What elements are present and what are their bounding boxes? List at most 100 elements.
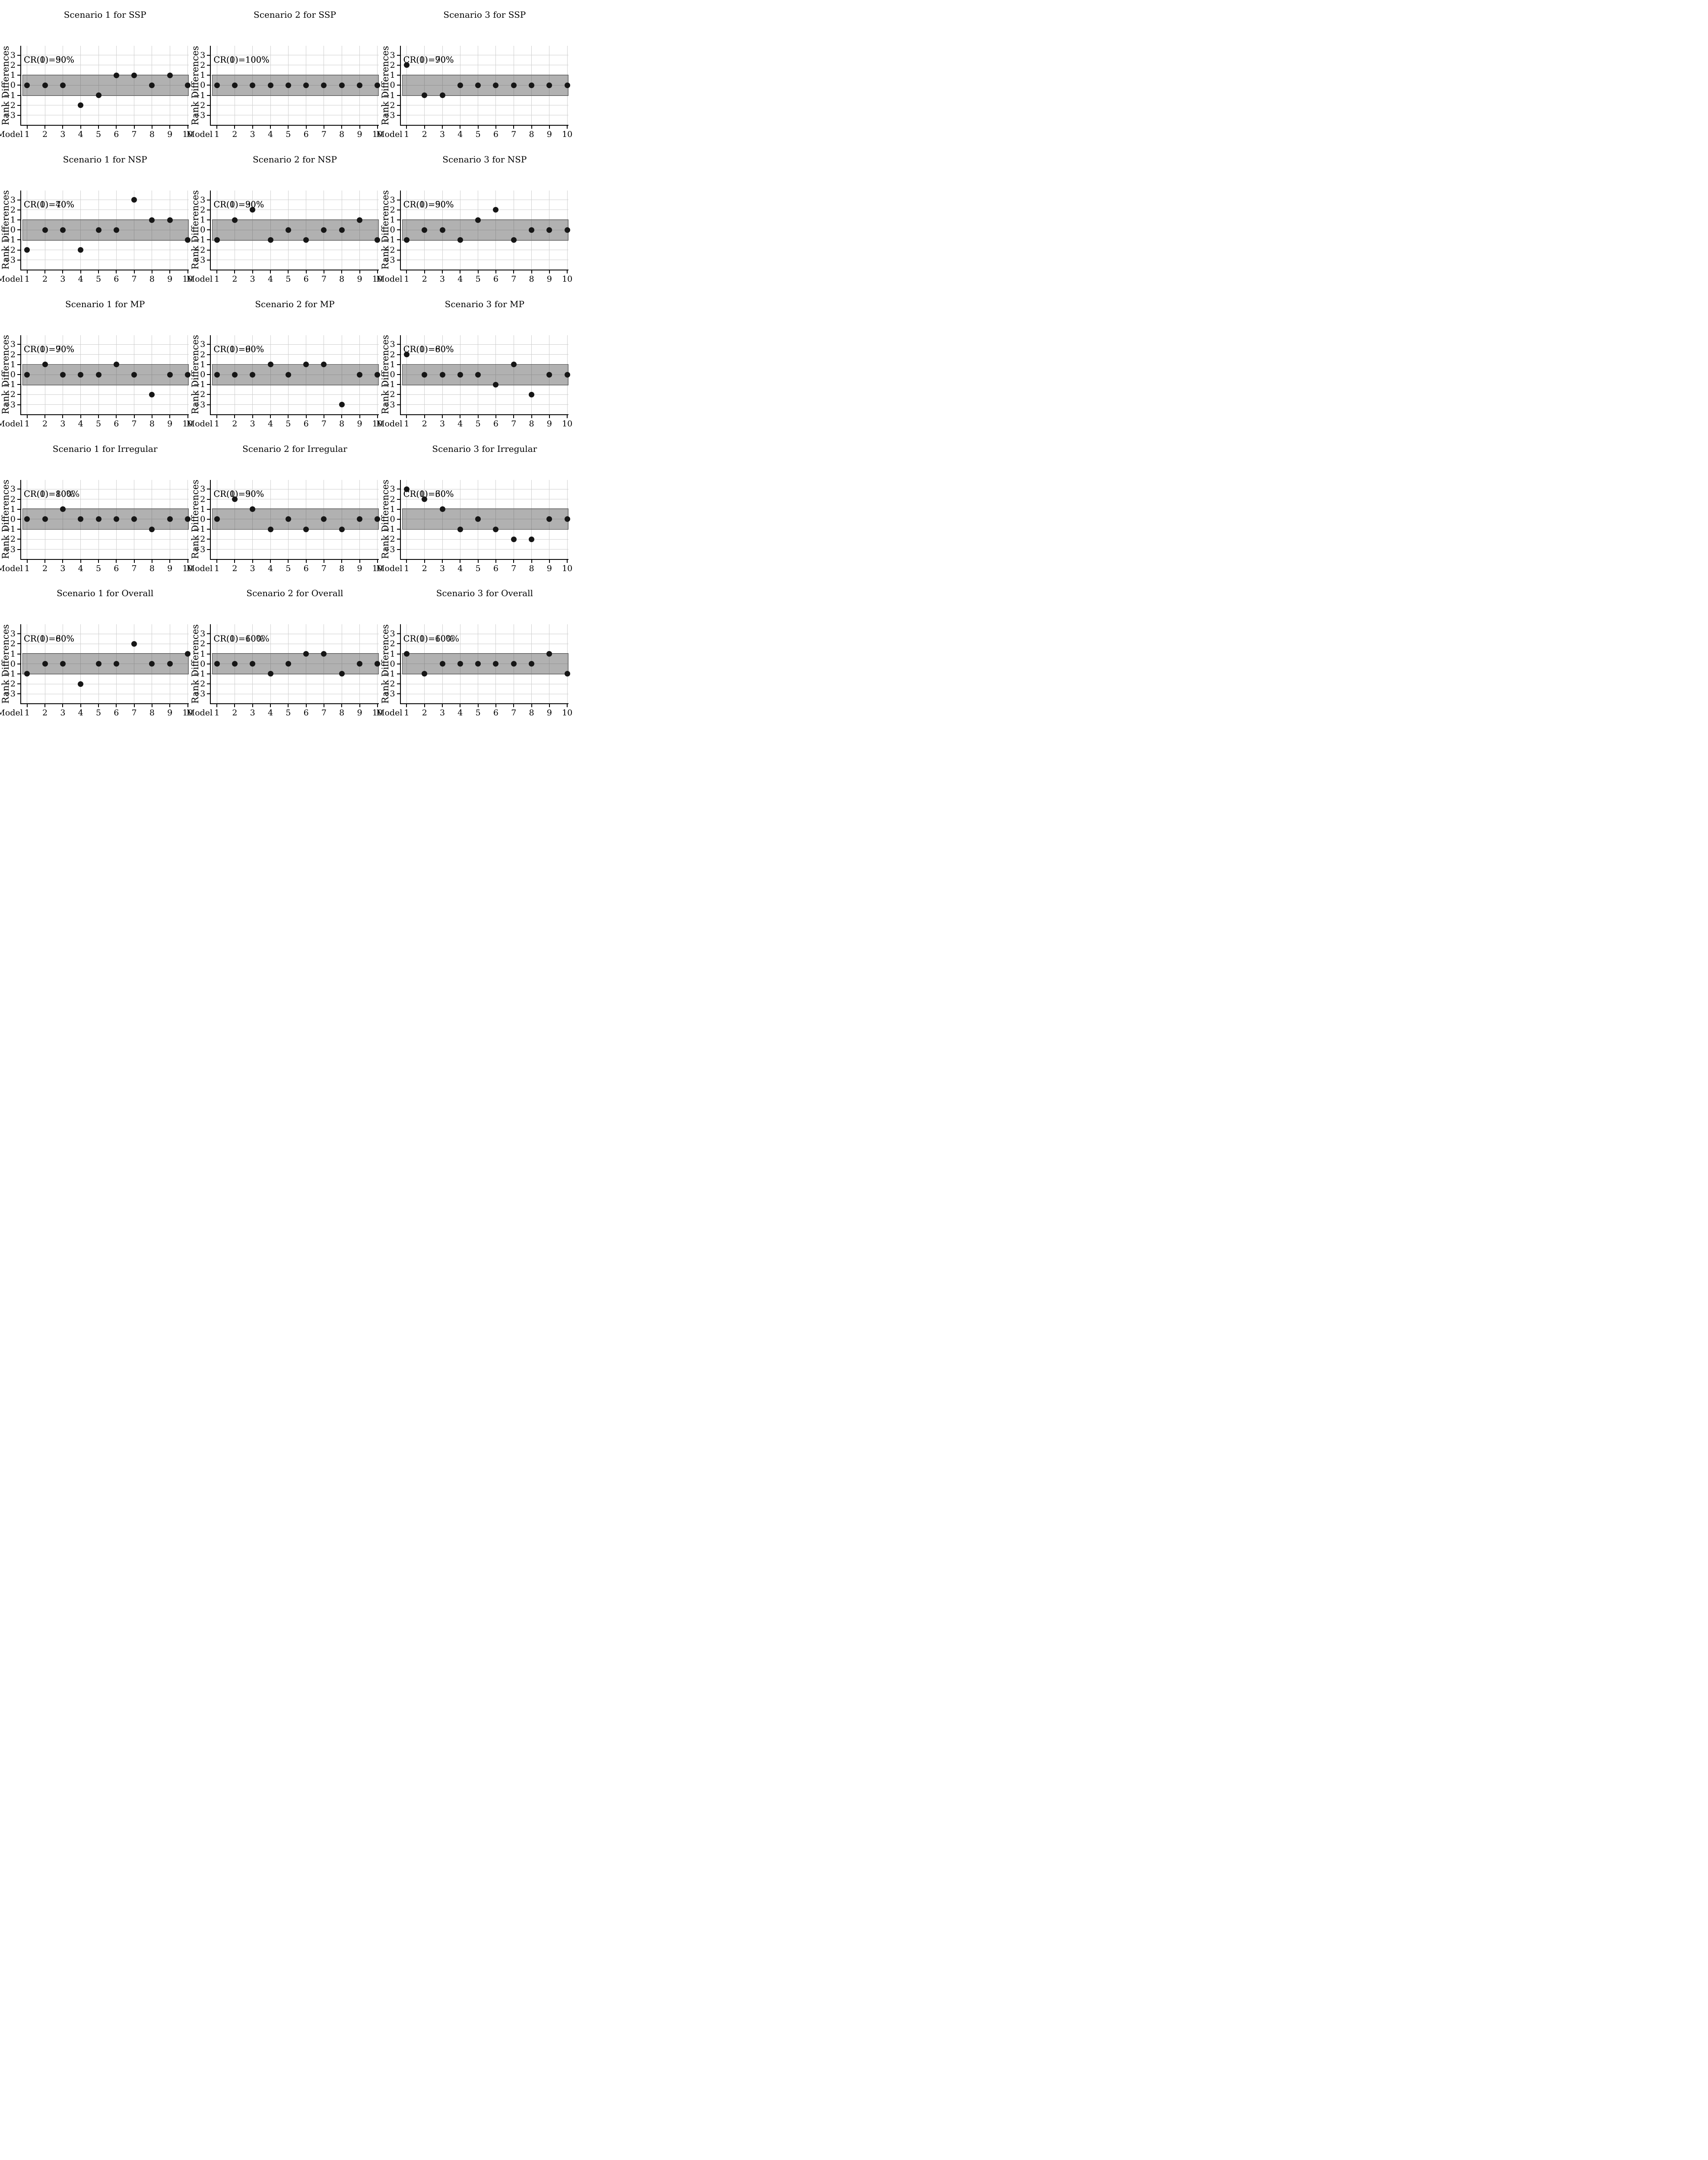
data-point <box>422 92 428 98</box>
data-point <box>422 496 428 502</box>
h-gridline <box>21 75 189 76</box>
y-axis-spine <box>210 624 211 705</box>
subplot: Scenario 1 for Irregular Rank Differences… <box>0 434 193 579</box>
confidence-band <box>402 74 568 96</box>
x-tick-label: 4 <box>78 563 83 573</box>
data-point <box>357 661 363 667</box>
y-axis-spine <box>210 335 211 415</box>
subplot: Scenario 2 for MP Rank Differences 3 2 1 0 −1−… <box>187 289 383 434</box>
y-tick <box>397 344 401 345</box>
y-tick-label: −3 <box>383 400 395 410</box>
y-tick-label: 2 <box>390 494 395 504</box>
v-gridline <box>270 335 271 414</box>
data-point <box>232 82 238 88</box>
data-point <box>250 506 256 512</box>
x-tick-label: 1 <box>214 130 220 139</box>
h-gridline <box>211 85 379 86</box>
x-axis-title: Model <box>186 130 213 139</box>
x-tick-label: 2 <box>42 708 48 718</box>
x-tick-label: 9 <box>167 419 173 429</box>
y-tick-label: 0 <box>10 225 16 235</box>
x-tick <box>359 559 360 563</box>
x-tick <box>406 414 407 418</box>
x-tick-label: 5 <box>286 130 291 139</box>
y-tick <box>397 384 401 385</box>
y-tick <box>207 54 211 56</box>
x-tick-label: 2 <box>42 274 48 284</box>
x-tick <box>495 703 496 708</box>
y-tick <box>207 229 211 231</box>
y-tick <box>17 75 21 76</box>
y-tick-label: 0 <box>390 514 395 524</box>
y-tick-label: 3 <box>200 50 206 60</box>
y-tick <box>207 114 211 116</box>
x-tick <box>424 703 425 708</box>
x-tick <box>116 269 117 273</box>
x-tick-label: 10 <box>182 708 193 718</box>
x-tick <box>187 125 188 129</box>
x-tick-label: 6 <box>303 708 309 718</box>
data-point <box>24 372 30 378</box>
x-tick <box>406 125 407 129</box>
y-tick-label: −2 <box>3 390 16 400</box>
y-tick <box>397 499 401 500</box>
x-tick <box>442 703 443 708</box>
x-tick-label: 9 <box>546 130 552 139</box>
x-tick-label: 3 <box>250 419 255 429</box>
data-point <box>285 82 291 88</box>
x-tick-label: 5 <box>475 563 481 573</box>
y-tick <box>207 683 211 685</box>
data-point <box>24 671 30 677</box>
coverage-cr1: CR(1)=80% <box>403 344 454 355</box>
x-axis-title: Model <box>0 563 23 573</box>
x-tick-label: 5 <box>286 419 291 429</box>
x-tick-label: 2 <box>422 274 427 284</box>
x-axis-spine <box>210 414 379 415</box>
h-gridline <box>211 404 379 405</box>
subplot: Scenario 3 for NSP Rank Differences 3 2 1 0 −1… <box>376 145 572 289</box>
v-gridline <box>270 624 271 704</box>
v-gridline <box>406 624 407 704</box>
x-tick <box>216 125 218 129</box>
y-tick <box>397 529 401 530</box>
data-point <box>475 82 481 88</box>
x-tick <box>169 125 171 129</box>
data-point <box>357 82 363 88</box>
x-tick <box>305 125 307 129</box>
data-point <box>78 516 84 522</box>
y-tick <box>17 64 21 66</box>
x-tick-label: 5 <box>475 274 481 284</box>
data-point <box>403 651 410 657</box>
x-tick <box>270 703 271 708</box>
x-tick-label: 4 <box>457 708 463 718</box>
data-point <box>439 661 445 667</box>
x-tick-label: 8 <box>529 130 534 139</box>
data-point <box>214 237 220 243</box>
y-tick-label: −3 <box>193 110 206 120</box>
y-tick <box>17 529 21 530</box>
data-point <box>439 92 445 98</box>
x-tick-label: 6 <box>303 274 309 284</box>
y-axis-spine <box>20 46 21 126</box>
y-tick-label: −2 <box>193 245 206 255</box>
y-tick-label: −2 <box>383 534 395 544</box>
x-axis-spine <box>20 559 189 560</box>
x-tick-label: 2 <box>42 419 48 429</box>
x-tick-label: 7 <box>131 708 137 718</box>
data-point <box>439 372 445 378</box>
y-tick <box>17 539 21 540</box>
x-tick <box>377 414 378 418</box>
x-tick <box>341 269 343 273</box>
x-tick <box>531 125 532 129</box>
y-tick-label: −2 <box>383 679 395 689</box>
x-tick-label: 3 <box>440 419 445 429</box>
y-tick-label: 3 <box>390 629 395 639</box>
y-tick-label: 3 <box>10 629 16 639</box>
x-axis-spine <box>400 414 568 415</box>
data-point <box>232 217 238 223</box>
y-tick <box>207 374 211 375</box>
data-point <box>511 237 517 243</box>
data-point <box>375 516 381 522</box>
x-tick-label: 9 <box>357 419 362 429</box>
x-tick <box>477 559 479 563</box>
